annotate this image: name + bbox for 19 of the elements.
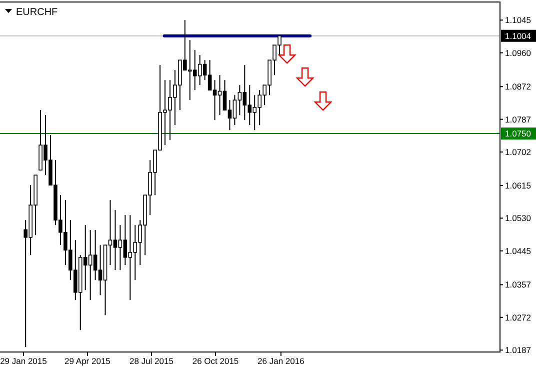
y-tick-label: 1.1045	[505, 15, 532, 26]
x-tick-label: 26 Oct 2015	[192, 356, 239, 366]
x-tick-label: 29 Jan 2015	[0, 356, 48, 366]
ref-line-label: 1.1004	[505, 30, 532, 41]
y-tick-label: 1.0445	[505, 246, 532, 256]
y-tick-label: 1.0530	[505, 213, 532, 224]
y-tick-label: 1.0787	[505, 114, 532, 124]
x-tick-label: 26 Jan 2016	[258, 356, 305, 366]
x-tick-label: 28 Jul 2015	[130, 356, 174, 366]
y-tick-label: 1.0702	[505, 147, 532, 157]
x-tick-label: 29 Apr 2015	[64, 356, 111, 366]
y-tick-label: 1.0187	[505, 345, 532, 356]
y-tick-label: 1.0960	[505, 48, 532, 58]
y-tick-label: 1.0272	[505, 312, 532, 322]
text: EURCHF	[16, 7, 58, 18]
y-tick-label: 1.0357	[505, 280, 532, 290]
y-tick-label: 1.0872	[505, 82, 532, 92]
ref-line-label: 1.0750	[505, 128, 532, 139]
y-tick-label: 1.0615	[505, 180, 532, 190]
